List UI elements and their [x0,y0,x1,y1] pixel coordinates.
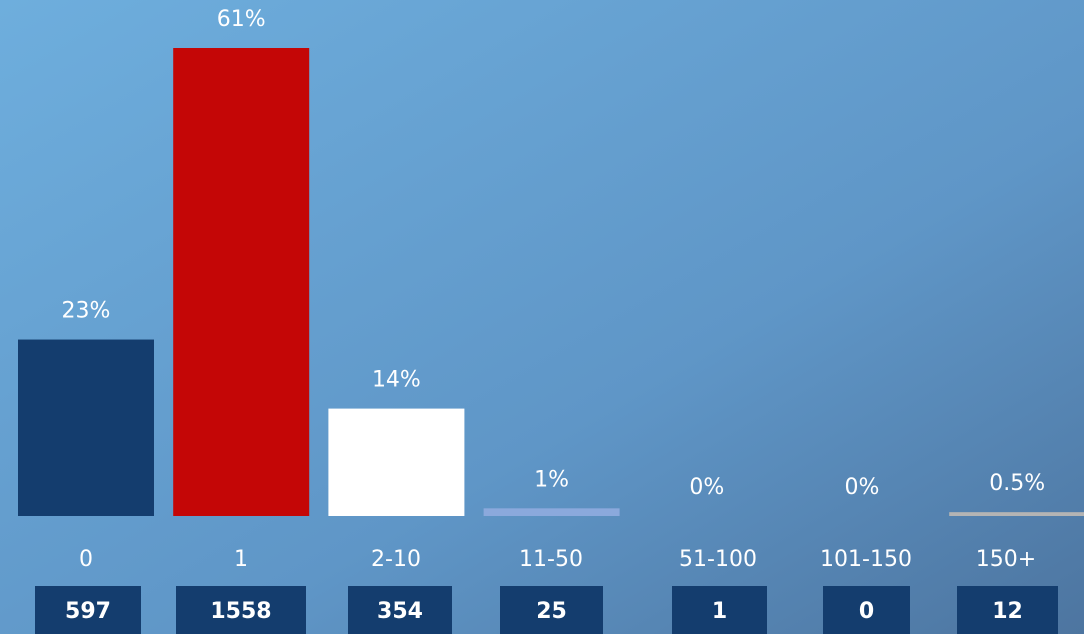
count-box [176,586,306,634]
bar [483,508,620,516]
count-box [348,586,452,634]
count-label: 1 [712,599,727,624]
value-label: 0% [845,475,880,500]
count-box [35,586,141,634]
bar [949,512,1084,516]
count-box [957,586,1058,634]
category-label: 0 [79,547,93,572]
value-label: 23% [62,299,111,324]
count-box [500,586,603,634]
category-label: 11-50 [519,547,583,572]
category-label: 101-150 [820,547,912,572]
count-box [672,586,767,634]
category-label: 2-10 [371,547,421,572]
count-label: 12 [992,599,1023,624]
count-label: 0 [859,599,874,624]
count-box [823,586,910,634]
count-label: 354 [377,599,423,624]
count-label: 25 [536,599,567,624]
bar [18,339,154,516]
value-label: 14% [372,368,421,393]
category-label: 1 [234,547,248,572]
category-label: 51-100 [679,547,757,572]
value-label: 1% [534,467,569,492]
count-label: 597 [65,599,111,624]
bar [173,48,310,516]
bar [328,408,465,516]
value-label: 0% [689,475,724,500]
value-label: 0.5% [989,471,1045,496]
category-label: 150+ [976,547,1036,572]
count-label: 1558 [210,599,271,624]
value-label: 61% [217,7,266,32]
